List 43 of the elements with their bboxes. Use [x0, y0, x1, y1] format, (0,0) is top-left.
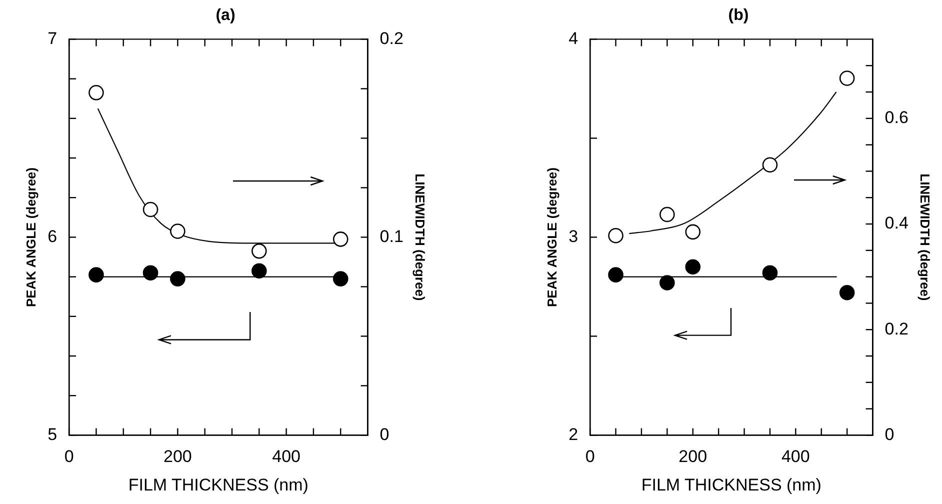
- chart-title: (a): [216, 7, 236, 24]
- point: [660, 206, 675, 222]
- y-tick-label: 6: [48, 226, 58, 246]
- y2-tick-label: 0: [884, 424, 894, 444]
- point: [762, 265, 778, 280]
- point: [332, 232, 348, 247]
- x-tick-label: 400: [272, 447, 300, 466]
- x-tick-label: 400: [781, 447, 810, 466]
- point: [685, 259, 701, 275]
- point: [88, 85, 104, 100]
- x-tick-label: 200: [163, 447, 192, 466]
- y-tick-label: 2: [568, 424, 578, 444]
- y2-tick-label: 0.6: [884, 108, 908, 128]
- y2-tick-label: 0: [380, 424, 390, 444]
- point: [170, 224, 186, 239]
- y-axis-title: PEAK ANGLE (degree): [23, 167, 38, 308]
- point: [142, 202, 158, 218]
- chart-title: (b): [728, 7, 749, 24]
- point: [608, 228, 624, 244]
- point: [762, 157, 778, 173]
- x-axis-title: FILM THICKNESS (nm): [128, 475, 308, 494]
- point: [839, 284, 855, 300]
- y2-axis-title: LINEWIDTH (degree): [918, 174, 933, 301]
- y2-tick-label: 0.4: [884, 214, 908, 233]
- x-tick-label: 200: [678, 447, 708, 466]
- y2-tick-label: 0.2: [884, 319, 908, 338]
- y-axis-title: PEAK ANGLE (degree): [544, 167, 560, 308]
- y-tick-label: 3: [568, 226, 578, 246]
- y2-axis-title: LINEWIDTH (degree): [412, 174, 428, 301]
- x-axis-title: FILM THICKNESS (nm): [641, 475, 822, 494]
- x-tick-label: 0: [64, 447, 74, 466]
- point: [608, 267, 624, 282]
- y-tick-label: 4: [568, 28, 578, 48]
- y2-tick-label: 0.2: [380, 28, 404, 48]
- y2-tick-label: 0.1: [380, 226, 404, 246]
- point: [660, 275, 675, 290]
- x-tick-label: 0: [585, 447, 595, 466]
- point: [839, 70, 855, 86]
- point: [685, 224, 701, 240]
- y-tick-label: 5: [48, 424, 58, 444]
- y-tick-label: 7: [48, 28, 58, 48]
- point: [251, 243, 267, 259]
- line-series: [628, 91, 837, 234]
